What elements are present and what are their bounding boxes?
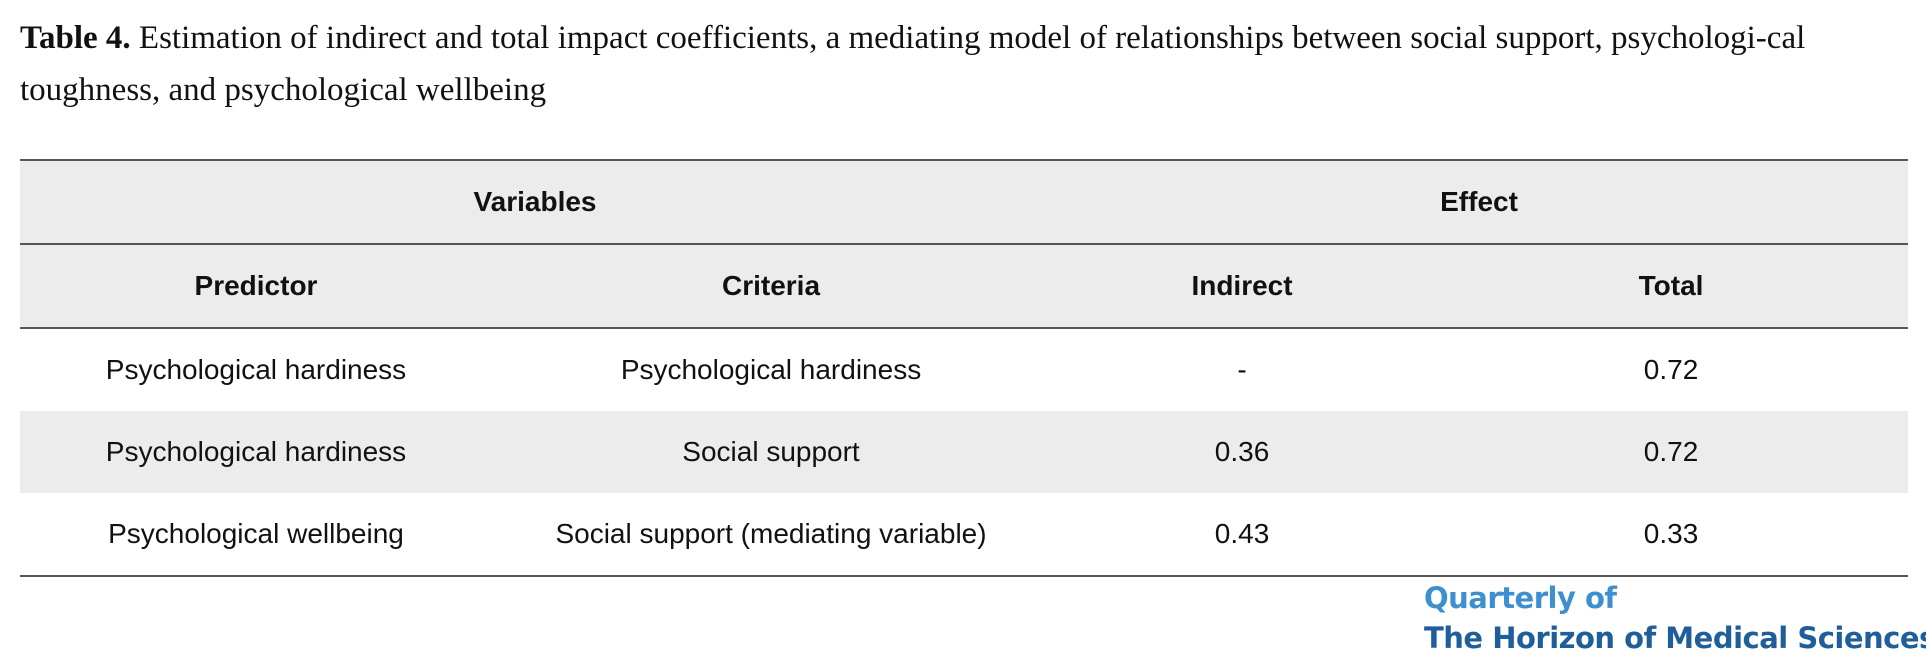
logo-line-1: Quarterly of <box>1424 581 1617 615</box>
cell-criteria: Social support (mediating variable) <box>492 493 1051 577</box>
logo-line-2: The Horizon of Medical Sciences <box>1424 621 1926 655</box>
table-row: Psychological wellbeing Social support (… <box>20 493 1909 577</box>
group-header-variables: Variables <box>20 159 1051 245</box>
column-header-total: Total <box>1434 244 1909 329</box>
cell-indirect: - <box>1237 354 1247 385</box>
cell-predictor: Psychological wellbeing <box>20 493 492 577</box>
column-header-row: Predictor Criteria Indirect Total <box>20 244 1909 329</box>
table-row: Psychological hardiness Psychological ha… <box>20 328 1908 411</box>
group-header-effect: Effect <box>1050 159 1909 245</box>
column-header-criteria: Criteria <box>492 244 1051 329</box>
cell-criteria: Social support <box>492 411 1051 493</box>
cell-total: 0.72 <box>1643 354 1699 385</box>
cell-total: 0.72 <box>1434 411 1909 493</box>
table-caption: Table 4. Estimation of indirect and tota… <box>20 12 1910 116</box>
cell-predictor: Psychological hardiness <box>105 354 407 385</box>
results-table: Variables Effect Predictor Criteria Indi… <box>20 159 1909 577</box>
column-header-indirect: Indirect <box>1050 244 1435 329</box>
journal-logo: Quarterly of The Horizon of Medical Scie… <box>1424 578 1926 658</box>
cell-indirect: 0.43 <box>1050 493 1435 577</box>
caption-text: Estimation of indirect and total impact … <box>20 20 1806 108</box>
cell-criteria: Psychological hardiness <box>620 354 922 385</box>
group-header-row: Variables Effect <box>20 159 1909 245</box>
cell-total: 0.33 <box>1434 493 1909 577</box>
column-header-predictor: Predictor <box>20 244 492 329</box>
caption-label: Table 4. <box>20 20 131 56</box>
cell-predictor: Psychological hardiness <box>20 411 492 493</box>
cell-indirect: 0.36 <box>1050 411 1435 493</box>
table-row: Psychological hardiness Social support 0… <box>20 411 1909 493</box>
